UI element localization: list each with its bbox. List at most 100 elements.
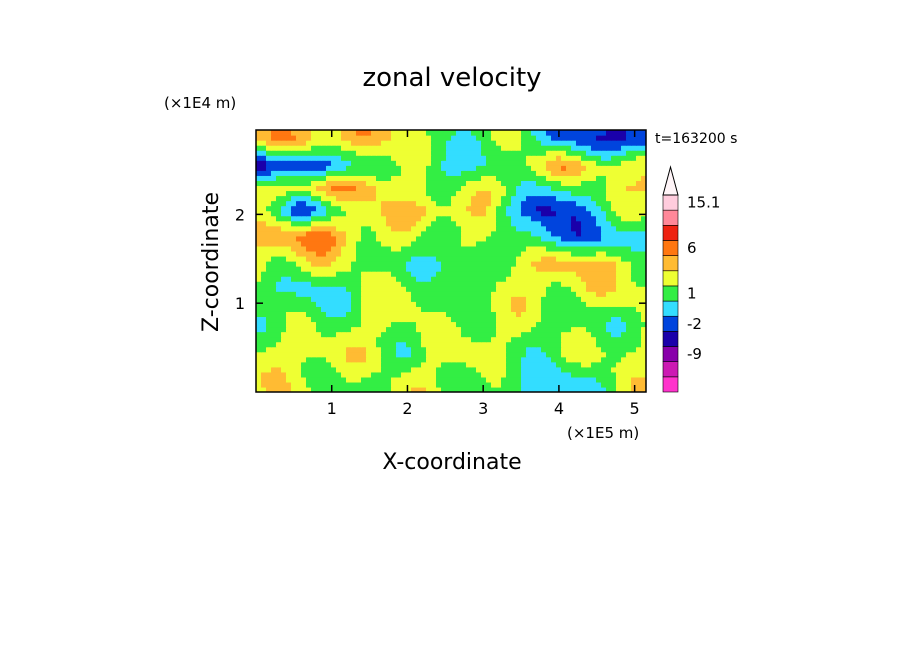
field-cell <box>436 366 442 373</box>
field-cell <box>331 326 337 333</box>
field-cell <box>401 165 407 171</box>
field-cell <box>631 261 637 267</box>
field-cell <box>376 276 382 282</box>
field-cell <box>366 255 372 262</box>
field-cell <box>636 341 642 348</box>
field-cell <box>476 366 482 373</box>
field-cell <box>541 351 547 358</box>
field-cell <box>441 255 447 262</box>
field-cell <box>556 311 562 318</box>
field-cell <box>291 230 297 237</box>
field-cell <box>566 311 572 318</box>
field-cell <box>526 180 532 187</box>
field-cell <box>276 160 282 166</box>
field-cell <box>261 281 267 287</box>
field-cell <box>611 346 617 353</box>
field-cell <box>356 331 362 338</box>
field-cell <box>491 371 497 378</box>
field-cell <box>331 366 337 373</box>
field-cell <box>396 261 402 267</box>
field-cell <box>551 296 557 302</box>
field-cell <box>316 266 322 272</box>
field-cell <box>411 200 417 207</box>
field-cell <box>626 250 632 257</box>
field-cell <box>531 165 537 171</box>
field-cell <box>266 286 272 292</box>
field-cell <box>376 296 382 302</box>
field-cell <box>626 240 632 247</box>
field-cell <box>426 371 432 378</box>
field-cell <box>601 301 607 307</box>
y-axis-label: Z-coordinate <box>199 192 224 332</box>
field-cell <box>276 155 282 161</box>
field-cell <box>626 331 632 338</box>
field-cell <box>301 286 307 292</box>
field-cell <box>441 175 447 181</box>
field-cell <box>586 210 592 217</box>
field-cell <box>451 155 457 161</box>
field-cell <box>641 266 646 272</box>
field-cell <box>356 220 362 227</box>
field-cell <box>306 130 312 136</box>
field-cell <box>406 225 412 232</box>
field-cell <box>291 185 297 192</box>
field-cell <box>456 266 462 272</box>
field-cell <box>396 291 402 297</box>
field-cell <box>336 190 342 197</box>
field-cell <box>381 180 387 187</box>
field-cell <box>511 220 517 227</box>
field-cell <box>491 301 497 307</box>
field-cell <box>441 356 447 363</box>
field-cell <box>641 311 646 318</box>
field-cell <box>331 331 337 338</box>
field-cell <box>376 195 382 202</box>
field-cell <box>381 235 387 242</box>
field-cell <box>386 371 392 378</box>
field-cell <box>536 346 542 353</box>
field-cell <box>356 245 362 252</box>
field-cell <box>331 371 337 378</box>
field-cell <box>336 205 342 212</box>
field-cell <box>341 195 347 202</box>
field-cell <box>396 316 402 323</box>
field-cell <box>466 140 472 146</box>
field-cell <box>486 381 492 388</box>
field-cell <box>321 351 327 358</box>
field-cell <box>631 331 637 338</box>
field-cell <box>466 195 472 202</box>
field-cell <box>506 316 512 323</box>
field-cell <box>361 155 367 161</box>
field-cell <box>556 276 562 282</box>
field-cell <box>306 210 312 217</box>
field-cell <box>526 210 532 217</box>
field-cell <box>466 200 472 207</box>
field-cell <box>506 220 512 227</box>
field-cell <box>286 250 292 257</box>
field-cell <box>631 276 637 282</box>
field-cell <box>301 381 307 388</box>
field-cell <box>391 165 397 171</box>
field-cell <box>641 235 646 242</box>
field-cell <box>431 245 437 252</box>
field-cell <box>281 130 287 136</box>
field-cell <box>281 356 287 363</box>
field-cell <box>631 361 637 368</box>
field-cell <box>521 361 527 368</box>
colorbar-swatch <box>662 285 679 302</box>
field-cell <box>486 235 492 242</box>
field-cell <box>601 321 607 328</box>
field-cell <box>336 230 342 237</box>
field-cell <box>436 250 442 257</box>
field-cell <box>491 266 497 272</box>
field-cell <box>431 200 437 207</box>
field-cell <box>356 271 362 277</box>
colorbar-swatch <box>662 255 679 272</box>
field-cell <box>426 205 432 212</box>
field-cell <box>501 150 507 156</box>
field-cell <box>561 356 567 363</box>
field-cell <box>426 366 432 373</box>
field-cell <box>526 250 532 257</box>
field-cell <box>511 165 517 171</box>
field-cell <box>346 306 352 312</box>
